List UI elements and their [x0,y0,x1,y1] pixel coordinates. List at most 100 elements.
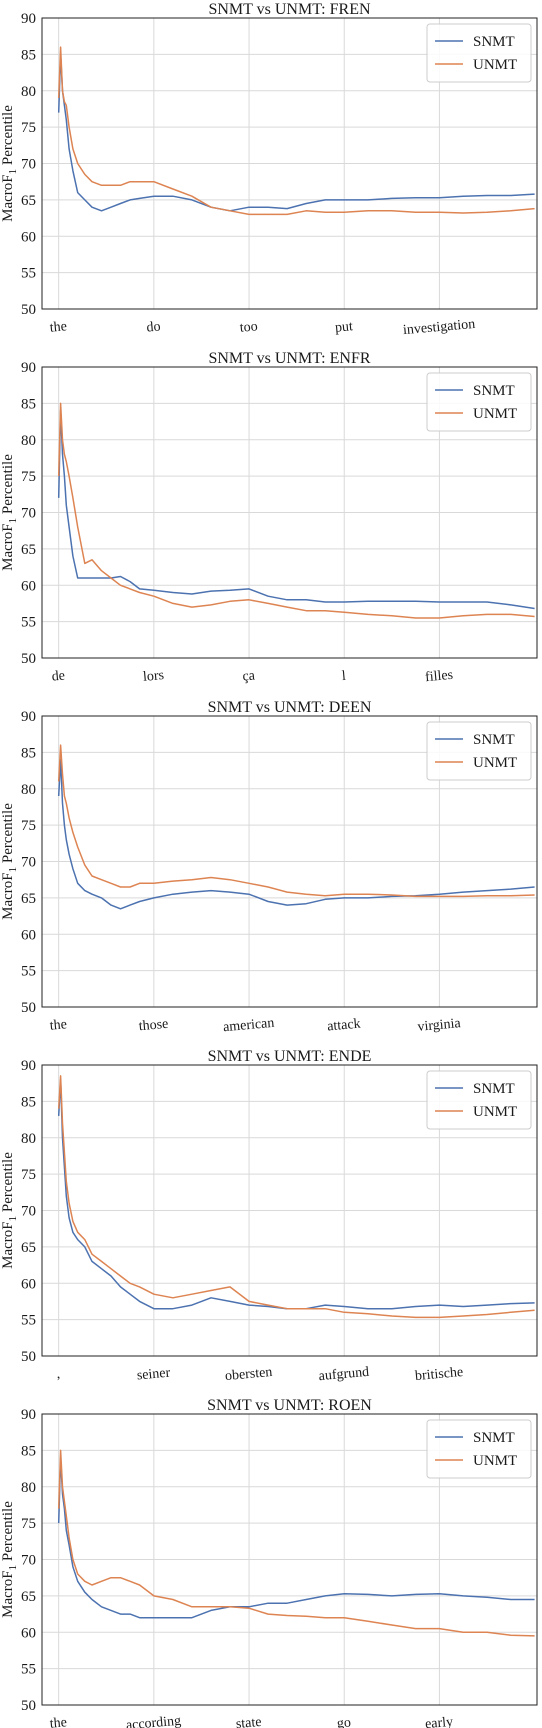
y-tick-label: 70 [21,1204,36,1220]
x-tick-label: investigation [402,317,475,338]
x-tick-label: according [125,1714,181,1728]
plot-frame [41,1064,538,1357]
chart-panel-5: 50 55 60 65 70 75 80 85 90 the according state go ear… [0,1397,538,1728]
y-tick-label: 90 [21,360,36,376]
y-axis-label: MacroF1 Percentile [0,803,19,920]
y-tick-label: 85 [21,47,36,63]
x-tick-label: the [49,1017,67,1033]
y-tick-label: 90 [21,1058,36,1074]
y-tick-label: 55 [21,1313,36,1329]
y-axis-label-tail: Percentile [0,454,16,518]
series-line-unmt [57,46,535,216]
y-tick-label: 55 [21,1662,36,1678]
y-axis-label-main: MacroF [0,872,16,920]
y-tick-label: 65 [21,1589,36,1605]
y-tick-label: 60 [21,1276,36,1292]
chart-panel-3: 50 55 60 65 70 75 80 85 90 the those american attack… [0,699,538,1035]
x-tick-label: state [235,1715,262,1728]
series-line-unmt [57,1075,535,1319]
x-tick-label: the [49,1715,67,1728]
y-tick-label: 60 [21,229,36,245]
legend-box [426,1070,532,1130]
legend-box [426,1419,532,1479]
chart-title: SNMT vs UNMT: ENDE [208,1048,372,1065]
legend-label-unmt: UNMT [473,1453,517,1469]
legend: SNMT UNMT [426,1419,532,1479]
y-tick-label: 55 [21,266,36,282]
chart-title: SNMT vs UNMT: DEEN [208,699,372,716]
chart-title: SNMT vs UNMT: ROEN [207,1397,372,1414]
x-tick-label: put [334,319,353,336]
y-tick-label: 90 [21,709,36,725]
x-tick-label: early [425,1715,454,1728]
y-axis-label-subscript: 1 [7,518,19,524]
x-tick-label: go [336,1715,351,1728]
y-axis-label-main: MacroF [0,1570,16,1618]
x-tick-label: l [341,669,346,684]
plot-frame [41,366,538,659]
y-axis-label: MacroF1 Percentile [0,1501,19,1618]
y-tick-label: 70 [21,157,36,173]
y-tick-label: 80 [21,1480,36,1496]
y-axis-label-tail: Percentile [0,1152,16,1216]
legend-box [426,372,532,432]
y-tick-label: 70 [21,855,36,871]
x-tick-label: the [49,319,67,335]
y-tick-label: 75 [21,1516,36,1532]
legend-label-unmt: UNMT [473,1104,517,1120]
legend: SNMT UNMT [426,1070,532,1130]
legend-label-snmt: SNMT [473,1081,515,1097]
y-tick-label: 65 [21,542,36,558]
legend-label-unmt: UNMT [473,57,517,73]
legend: SNMT UNMT [426,23,532,83]
x-tick-label: lors [142,668,164,685]
y-axis-label-tail: Percentile [0,1501,16,1565]
y-tick-label: 75 [21,469,36,485]
y-tick-label: 65 [21,1240,36,1256]
y-tick-label: 85 [21,1094,36,1110]
y-axis-label-subscript: 1 [7,867,19,873]
y-tick-label: 90 [21,1407,36,1423]
y-tick-label: 65 [21,891,36,907]
chart-panel-4: 50 55 60 65 70 75 80 85 90, seiner obersten aufgrun… [0,1048,538,1384]
y-tick-label: 80 [21,84,36,100]
y-tick-label: 85 [21,396,36,412]
y-tick-label: 50 [21,1349,36,1365]
x-tick-label: filles [425,668,454,685]
legend-box [426,23,532,83]
x-tick-label: aufgrund [318,1365,370,1384]
y-tick-label: 80 [21,1131,36,1147]
chart-panel-2: 50 55 60 65 70 75 80 85 90 de lors ça l filles SNMT vs… [0,350,538,685]
y-tick-label: 75 [21,1167,36,1183]
x-tick-label: do [146,319,161,335]
x-tick-label: britische [414,1365,463,1384]
legend-label-snmt: SNMT [473,732,515,748]
series-line-unmt [57,402,535,619]
x-tick-label: american [223,1016,275,1035]
y-axis-label-main: MacroF [0,523,16,571]
x-tick-label: obersten [224,1365,273,1384]
plot-frame [41,715,538,1008]
chart-panel-1: 50 55 60 65 70 75 80 85 90 the do too put investigati… [0,1,538,338]
legend-label-unmt: UNMT [473,406,517,422]
y-tick-label: 85 [21,745,36,761]
x-tick-label: those [138,1017,169,1035]
y-axis-label: MacroF1 Percentile [0,1152,19,1269]
y-axis-label-main: MacroF [0,174,16,222]
x-tick-label: , [56,1367,61,1382]
y-tick-label: 50 [21,1000,36,1016]
legend: SNMT UNMT [426,372,532,432]
y-tick-label: 55 [21,964,36,980]
x-tick-label: de [51,668,65,684]
legend-label-snmt: SNMT [473,1430,515,1446]
y-tick-label: 50 [21,1698,36,1714]
series-line-unmt [57,744,535,898]
legend-label-snmt: SNMT [473,34,515,50]
y-axis-label-subscript: 1 [7,169,19,175]
y-tick-label: 60 [21,927,36,943]
y-tick-label: 60 [21,1625,36,1641]
legend: SNMT UNMT [426,721,532,781]
x-tick-label: virginia [417,1016,462,1035]
series-line-unmt [57,1449,535,1637]
